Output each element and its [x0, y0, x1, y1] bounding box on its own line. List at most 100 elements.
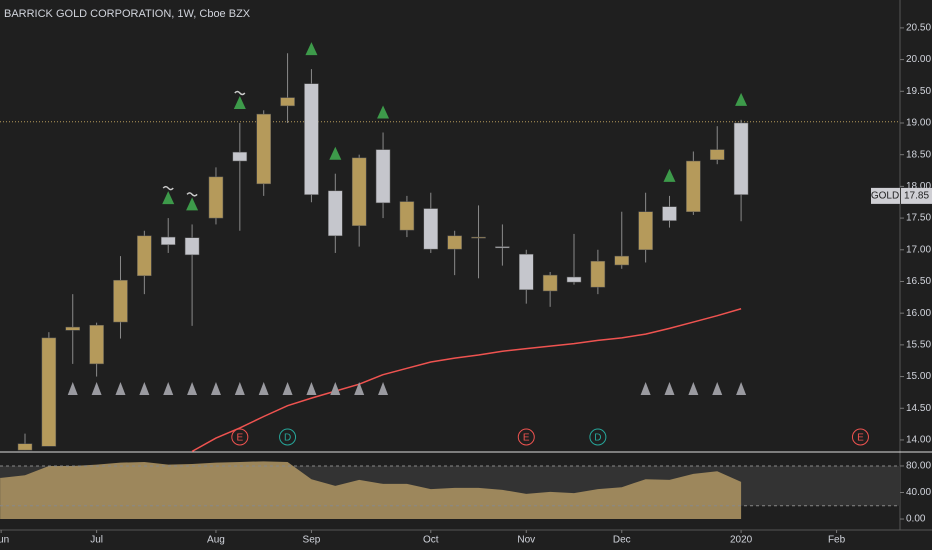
- candle-body: [614, 255, 629, 266]
- candle-body: [686, 160, 701, 212]
- x-tick-label: Jul: [90, 535, 103, 546]
- candle-body: [304, 83, 319, 195]
- signal-marker: [378, 382, 389, 395]
- x-tick-label: 2020: [730, 535, 753, 546]
- signal-marker: [640, 382, 651, 395]
- event-badge: [231, 428, 249, 446]
- event-label: D: [594, 433, 601, 444]
- y-tick-label: 19.50: [906, 86, 931, 97]
- signal-marker: [712, 382, 723, 395]
- candle-body: [17, 443, 33, 451]
- axes: 14.00 14.50 15.00 15.50 16.00 16.50 17.00 17.50…: [0, 23, 932, 546]
- signal-up: [663, 168, 676, 182]
- y-tick-label: 18.00: [906, 181, 931, 192]
- signal-marker: [210, 382, 221, 395]
- event-label: E: [523, 433, 530, 444]
- signal-up: [305, 42, 318, 56]
- signal-up: [233, 95, 246, 109]
- y-tick-label: 19.00: [906, 118, 931, 129]
- candle-body: [65, 326, 80, 331]
- candle-body: [280, 97, 295, 107]
- signal-marker: [187, 382, 198, 395]
- event-badge: [851, 428, 869, 446]
- candle-body: [447, 235, 462, 250]
- candle-body: [184, 237, 200, 256]
- y-tick-label: 14.00: [906, 435, 931, 446]
- signal-up: [329, 146, 342, 160]
- price-label: 17.85: [904, 191, 929, 202]
- candle-body: [662, 206, 677, 221]
- y-tick-label: 18.50: [906, 149, 931, 160]
- event-badge: [279, 428, 297, 446]
- event-label: E: [236, 433, 243, 444]
- y-tick-label: 17.00: [906, 244, 931, 255]
- y-tick-label: 15.50: [906, 340, 931, 351]
- candle-body: [423, 208, 439, 250]
- candle-body: [89, 324, 104, 365]
- osc-tick-label: 80.00: [906, 461, 931, 472]
- candle-body: [375, 149, 391, 204]
- signal-marker: [736, 382, 747, 395]
- signal-marker: [258, 382, 269, 395]
- y-tick-label: 14.50: [906, 403, 931, 414]
- price-tag: [901, 187, 932, 204]
- moving-average: [191, 308, 742, 452]
- x-tick-label: Dec: [613, 535, 631, 546]
- signal-up: [162, 191, 175, 205]
- oscillator-pane: [0, 461, 900, 520]
- event-badge: [517, 428, 535, 446]
- candle-body: [495, 246, 510, 249]
- signal-marker: [163, 382, 174, 395]
- candle-body: [638, 211, 653, 251]
- candle-body: [542, 274, 558, 292]
- y-tick-label: 20.00: [906, 54, 931, 65]
- osc-tick-label: 0.00: [906, 514, 926, 525]
- signal-marker: [664, 382, 675, 395]
- candle-body: [733, 122, 749, 195]
- signal-up: [735, 92, 748, 106]
- y-tick-label: 16.00: [906, 308, 931, 319]
- event-badge: [589, 428, 607, 446]
- signal-marker: [282, 382, 293, 395]
- y-tick-label: 17.50: [906, 213, 931, 224]
- candle-body: [351, 157, 367, 226]
- signal-up: [186, 197, 199, 211]
- candle-body: [328, 190, 343, 237]
- candle-body: [41, 337, 57, 447]
- signal-marker: [139, 382, 150, 395]
- signal-up: [377, 105, 390, 119]
- signal-marker: [115, 382, 126, 395]
- signal-marker: [354, 382, 365, 395]
- x-tick-label: Aug: [207, 535, 225, 546]
- signal-marker: [330, 382, 341, 395]
- oscillator-area: [0, 461, 742, 520]
- symbol-label: GOLD: [871, 191, 899, 202]
- x-tick-label: Nov: [517, 535, 535, 546]
- event-label: D: [284, 433, 291, 444]
- candle-body: [566, 276, 582, 283]
- candle-body: [137, 235, 152, 277]
- signal-tilde: [234, 90, 246, 96]
- candle-body: [471, 236, 486, 239]
- candle-body: [113, 279, 128, 323]
- candle-body: [232, 151, 248, 162]
- x-tick-label: Oct: [423, 535, 439, 546]
- signal-marker: [91, 382, 102, 395]
- y-tick-label: 16.50: [906, 276, 931, 287]
- signal-marker: [306, 382, 317, 395]
- x-tick-label: Sep: [303, 535, 321, 546]
- event-label: E: [857, 433, 864, 444]
- candle-body: [160, 236, 176, 245]
- symbol-tag: [871, 187, 900, 204]
- candle-body: [519, 253, 534, 290]
- candle-body: [590, 260, 606, 288]
- signal-marker: [688, 382, 699, 395]
- y-tick-label: 20.50: [906, 23, 931, 34]
- candle-body: [256, 113, 271, 185]
- signal-tilde: [162, 185, 174, 191]
- y-tick-label: 15.00: [906, 371, 931, 382]
- candle-body: [709, 149, 725, 161]
